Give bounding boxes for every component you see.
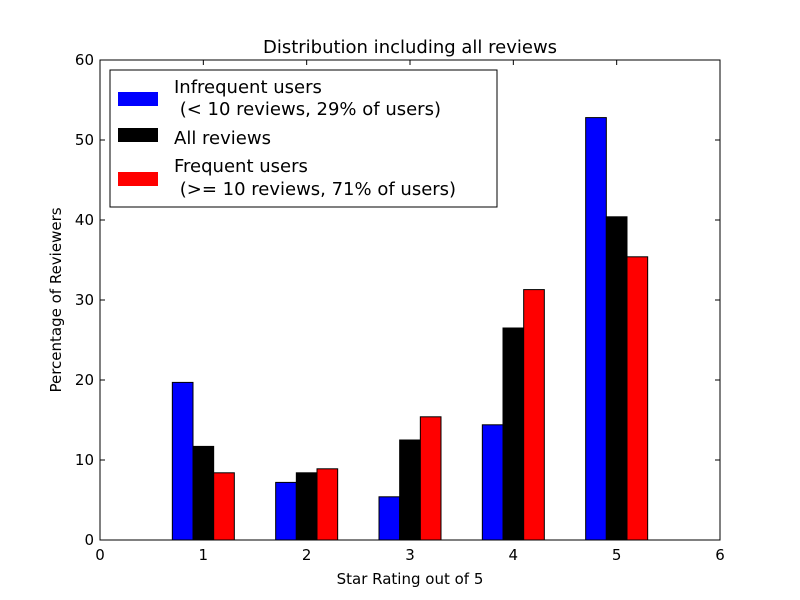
x-tick-label: 5 <box>612 546 622 564</box>
bar-series-2-rating-4 <box>523 289 545 541</box>
legend-swatch-1 <box>118 128 158 142</box>
y-axis-label: Percentage of Reviewers <box>47 207 65 392</box>
bars-group <box>171 117 649 541</box>
bar-series-1-rating-1 <box>192 445 215 541</box>
bar-series-0-rating-1 <box>171 381 194 541</box>
x-tick-label: 1 <box>199 546 209 564</box>
legend-label-2: (>= 10 reviews, 71% of users) <box>174 179 456 200</box>
bar-series-0-rating-4 <box>481 424 504 541</box>
y-tick-label: 10 <box>75 451 94 469</box>
legend-swatch-2 <box>118 172 158 186</box>
bar-series-0-rating-3 <box>378 496 401 541</box>
chart-title: Distribution including all reviews <box>263 37 557 58</box>
bar-series-1-rating-4 <box>502 327 525 541</box>
bar-series-1-rating-3 <box>399 439 421 541</box>
legend-swatch-0 <box>118 92 158 106</box>
bar-series-0-rating-2 <box>275 481 297 541</box>
y-tick-label: 0 <box>84 531 94 549</box>
legend-label-2: Frequent users <box>174 156 308 177</box>
y-tick-label: 20 <box>75 371 94 389</box>
bar-series-0-rating-5 <box>585 117 607 541</box>
plot-frame <box>99 59 721 541</box>
x-tick-label: 4 <box>509 546 519 564</box>
bar-series-2-rating-5 <box>626 256 649 541</box>
legend-label-0: Infrequent users <box>174 77 322 98</box>
y-tick-label: 50 <box>75 131 94 149</box>
bar-series-1-rating-5 <box>605 216 628 541</box>
legend-frame <box>109 69 498 208</box>
y-tick-label: 40 <box>75 211 94 229</box>
x-tick-label: 2 <box>302 546 312 564</box>
x-tick-label: 0 <box>95 546 105 564</box>
legend: Infrequent users (< 10 reviews, 29% of u… <box>109 69 498 208</box>
legend-label-1: All reviews <box>174 128 271 149</box>
bar-series-2-rating-2 <box>316 468 339 541</box>
legend-label-0: (< 10 reviews, 29% of users) <box>174 99 441 120</box>
bar-series-2-rating-3 <box>419 416 442 541</box>
y-tick-label: 30 <box>75 291 94 309</box>
bar-series-2-rating-1 <box>213 472 235 541</box>
x-axis-label: Star Rating out of 5 <box>337 570 484 588</box>
bar-series-1-rating-2 <box>295 472 318 541</box>
y-tick-label: 60 <box>75 51 94 69</box>
x-tick-label: 3 <box>405 546 415 564</box>
x-tick-label: 6 <box>715 546 725 564</box>
